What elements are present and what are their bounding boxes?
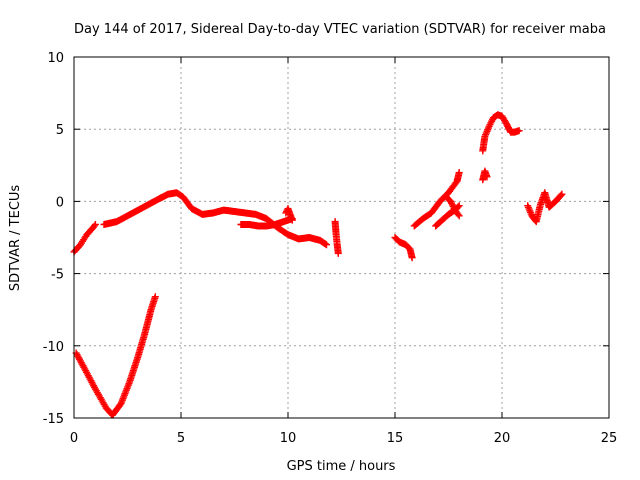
series-track-k [479, 111, 523, 155]
grid-lines [74, 57, 609, 418]
series-track-d [282, 205, 296, 224]
data-point-marker [408, 254, 416, 262]
y-tick-label: -5 [51, 268, 64, 283]
data-point-marker [288, 216, 296, 224]
data-point-marker [455, 212, 463, 220]
data-point-marker [483, 173, 491, 181]
series-track-b [100, 189, 331, 249]
y-tick-label: 0 [56, 195, 64, 210]
series-track-l [479, 167, 491, 184]
x-tick-label: 0 [70, 431, 78, 446]
series-track-e [72, 293, 159, 419]
x-tick-label: 25 [601, 431, 618, 446]
data-point-marker [323, 241, 331, 249]
y-tick-label: 10 [47, 51, 64, 66]
series-track-f [331, 218, 342, 257]
data-point-marker [455, 169, 463, 177]
y-axis-label: SDTVAR / TECUs [8, 185, 23, 292]
data-point-marker [558, 190, 566, 198]
data-point-marker [454, 210, 462, 218]
x-tick-label: 5 [177, 431, 185, 446]
y-tick-label: -10 [43, 340, 64, 355]
x-tick-label: 10 [280, 431, 297, 446]
y-tick-label: -15 [43, 412, 64, 427]
x-tick-labels: 0 5 10 15 20 25 [70, 431, 617, 446]
data-point-marker [455, 202, 463, 210]
data-point-marker [334, 249, 342, 257]
series-track-m [524, 189, 566, 226]
axis-ticks [73, 56, 610, 419]
series-track-h [410, 169, 463, 230]
series-track-a [70, 221, 99, 256]
data-point-marker [557, 191, 565, 199]
data-points [70, 111, 566, 419]
data-point-marker [151, 293, 159, 301]
plot-frame [73, 56, 610, 419]
y-tick-labels: -15 -10 -5 0 5 10 [43, 51, 64, 427]
x-tick-label: 20 [494, 431, 511, 446]
series-track-c [237, 215, 296, 230]
x-tick-label: 15 [387, 431, 404, 446]
chart-title: Day 144 of 2017, Sidereal Day-to-day VTE… [74, 22, 606, 37]
series-track-g [391, 234, 416, 262]
data-point-marker [515, 127, 523, 135]
y-tick-label: 5 [56, 123, 64, 138]
data-point-marker [90, 222, 98, 230]
data-point-marker [91, 221, 99, 229]
series-track-j [442, 193, 463, 220]
x-axis-label: GPS time / hours [287, 459, 396, 474]
